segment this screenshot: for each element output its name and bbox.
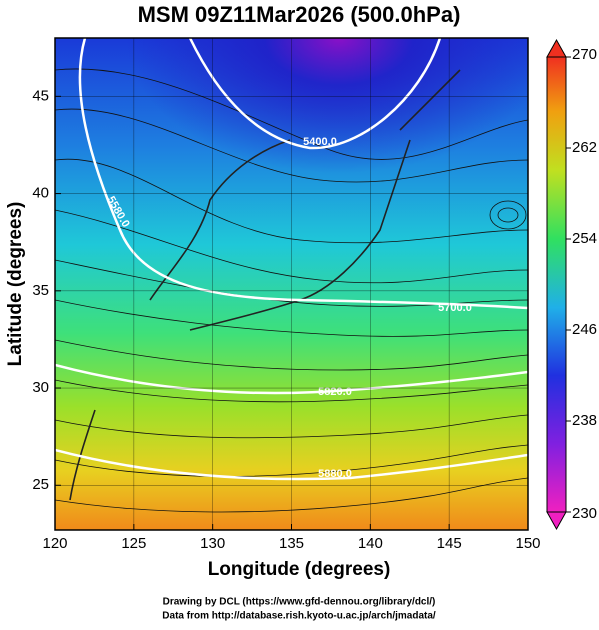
title: MSM 09Z11Mar2026 (500.0hPa) xyxy=(138,2,461,27)
x-tick-label: 145 xyxy=(437,535,462,552)
colorbar-tick-label: 230 xyxy=(572,505,597,522)
y-tick-label: 35 xyxy=(32,282,49,299)
colorbar-tick-label: 270 xyxy=(572,46,597,63)
colorbar-tick-label: 246 xyxy=(572,321,597,338)
y-tick-label: 25 xyxy=(32,476,49,493)
contour-label: 5700.0 xyxy=(438,302,472,314)
y-tick-label: 30 xyxy=(32,379,49,396)
contour-label: 5820.0 xyxy=(318,386,352,398)
colorbar-tick-label: 262 xyxy=(572,139,597,156)
y-tick-label: 40 xyxy=(32,185,49,202)
colorbar-tick-label: 254 xyxy=(572,230,597,247)
y-tick-label: 45 xyxy=(32,87,49,104)
credit: Drawing by DCL (https://www.gfd-dennou.o… xyxy=(163,597,436,608)
credit: Data from http://database.rish.kyoto-u.a… xyxy=(162,611,436,622)
y-axis-label: Latitude (degrees) xyxy=(5,202,26,367)
x-tick-label: 130 xyxy=(200,535,225,552)
colorbar-min-arrow xyxy=(546,511,567,531)
x-axis-label: Longitude (degrees) xyxy=(208,559,391,580)
colorbar-tick-label: 238 xyxy=(572,412,597,429)
x-tick-label: 120 xyxy=(42,535,67,552)
x-tick-label: 135 xyxy=(279,535,304,552)
contour-label: 5400.0 xyxy=(303,136,337,148)
streamlines xyxy=(55,68,528,513)
x-tick-label: 140 xyxy=(358,535,383,552)
colorbar xyxy=(546,56,567,513)
x-tick-label: 150 xyxy=(515,535,540,552)
contours xyxy=(55,38,528,481)
colorbar-max-arrow xyxy=(546,38,567,58)
x-tick-label: 125 xyxy=(121,535,146,552)
contour-label: 5880.0 xyxy=(318,468,352,480)
